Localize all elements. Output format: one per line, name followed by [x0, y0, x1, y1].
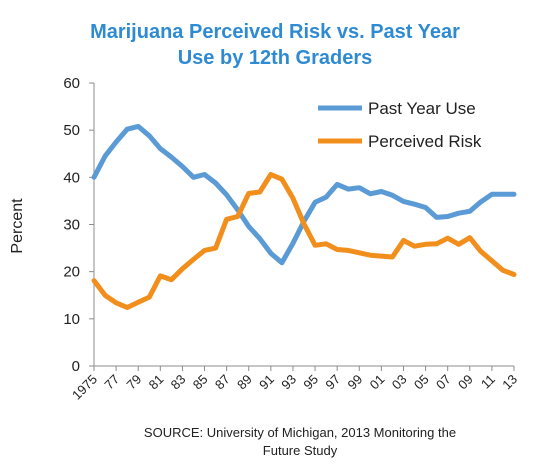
x-tick-label: 1975	[69, 372, 100, 403]
legend-label-perceived-risk: Perceived Risk	[368, 132, 482, 151]
x-tick-label: 99	[345, 372, 366, 393]
series-line-perceived-risk	[91, 172, 517, 310]
x-tick-label: 83	[168, 372, 189, 393]
x-tick-label: 97	[322, 372, 343, 393]
y-tick-label: 10	[63, 311, 80, 328]
x-tick-label: 13	[499, 372, 520, 393]
source-note-line-2: Future Study	[263, 443, 338, 458]
y-tick-label: 0	[72, 358, 80, 375]
x-tick-label: 11	[478, 372, 498, 392]
x-tick-label: 81	[146, 372, 167, 393]
y-tick-label: 20	[63, 264, 80, 281]
x-tick-label: 93	[278, 372, 299, 393]
legend-label-past-year-use: Past Year Use	[368, 99, 476, 118]
x-tick-label: 07	[433, 372, 454, 393]
chart-title-line-1: Marijuana Perceived Risk vs. Past Year	[90, 21, 460, 43]
x-tick-label: 01	[367, 372, 388, 393]
x-tick-label: 87	[212, 372, 233, 393]
x-tick-label: 77	[101, 372, 122, 393]
x-tick-label: 09	[455, 372, 476, 393]
x-tick-label: 89	[234, 372, 255, 393]
x-tick-label: 03	[389, 372, 410, 393]
source-note-line-1: SOURCE: University of Michigan, 2013 Mon…	[144, 425, 456, 440]
x-tick-label: 91	[256, 372, 277, 393]
x-tick-label: 79	[123, 372, 144, 393]
y-tick-label: 30	[63, 217, 80, 234]
legend: Past Year Use Perceived Risk	[318, 99, 482, 151]
chart-title-line-2: Use by 12th Graders	[178, 47, 373, 69]
x-tick-label: 95	[300, 372, 321, 393]
x-tick-label: 05	[411, 372, 432, 393]
y-tick-label: 40	[63, 169, 80, 186]
y-tick-label: 50	[63, 122, 80, 139]
y-tick-label: 60	[63, 75, 80, 92]
x-tick-label: 85	[190, 372, 211, 393]
y-axis-label: Percent	[9, 198, 26, 254]
